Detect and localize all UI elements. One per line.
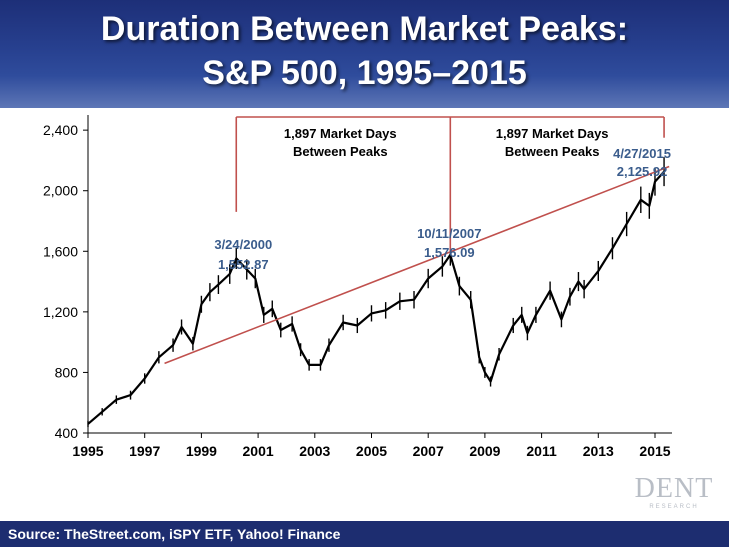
x-tick-label: 1995 xyxy=(72,443,103,459)
x-tick-label: 1999 xyxy=(186,443,217,459)
logo-wordmark: DENT xyxy=(634,473,714,504)
peak-date-label: 3/24/2000 xyxy=(214,237,272,252)
logo-subtitle: RESEARCH xyxy=(649,504,699,510)
peak-value-label: 1,552.87 xyxy=(218,257,269,272)
peak-date-label: 4/27/2015 xyxy=(613,146,671,161)
y-tick-label: 2,000 xyxy=(43,183,78,199)
chart-title-line-1: Duration Between Market Peaks: xyxy=(100,10,629,48)
sp500-series-line xyxy=(87,170,665,425)
x-tick-label: 2013 xyxy=(583,443,614,459)
y-tick-label: 1,200 xyxy=(43,304,78,320)
x-tick-label: 1997 xyxy=(129,443,160,459)
x-tick-label: 2015 xyxy=(639,443,670,459)
y-tick-label: 1,600 xyxy=(43,243,78,259)
source-text: Source: TheStreet.com, iSPY ETF, Yahoo! … xyxy=(8,526,341,542)
sp500-line-chart: 400 800 1,200 1,600 2,000 2,400 1995 1997 1999 20… xyxy=(43,115,672,459)
y-tick-label: 2,400 xyxy=(43,122,78,138)
y-tick-label: 800 xyxy=(55,364,79,380)
bracket-caption-line2: Between Peaks xyxy=(505,144,600,159)
peak-value-label: 1,576.09 xyxy=(424,245,475,260)
bracket-caption-line1: 1,897 Market Days xyxy=(284,126,397,141)
bracket-caption-line1: 1,897 Market Days xyxy=(496,126,609,141)
y-tick-label: 400 xyxy=(55,425,79,441)
peak-value-label: 2,125.92 xyxy=(617,164,668,179)
bracket-caption-line2: Between Peaks xyxy=(293,144,388,159)
source-footer: Source: TheStreet.com, iSPY ETF, Yahoo! … xyxy=(0,521,729,547)
x-tick-label: 2009 xyxy=(469,443,500,459)
dent-research-logo: DENT RESEARCH xyxy=(620,473,728,511)
chart-title-line-2: S&P 500, 1995–2015 xyxy=(202,54,527,92)
x-tick-label: 2001 xyxy=(243,443,274,459)
peak-date-label: 10/11/2007 xyxy=(417,226,481,241)
x-tick-label: 2007 xyxy=(413,443,444,459)
x-tick-label: 2005 xyxy=(356,443,387,459)
x-tick-label: 2011 xyxy=(526,443,557,459)
title-banner: Duration Between Market Peaks: S&P 500, … xyxy=(0,0,729,108)
x-tick-label: 2003 xyxy=(299,443,330,459)
trend-line xyxy=(164,165,670,365)
